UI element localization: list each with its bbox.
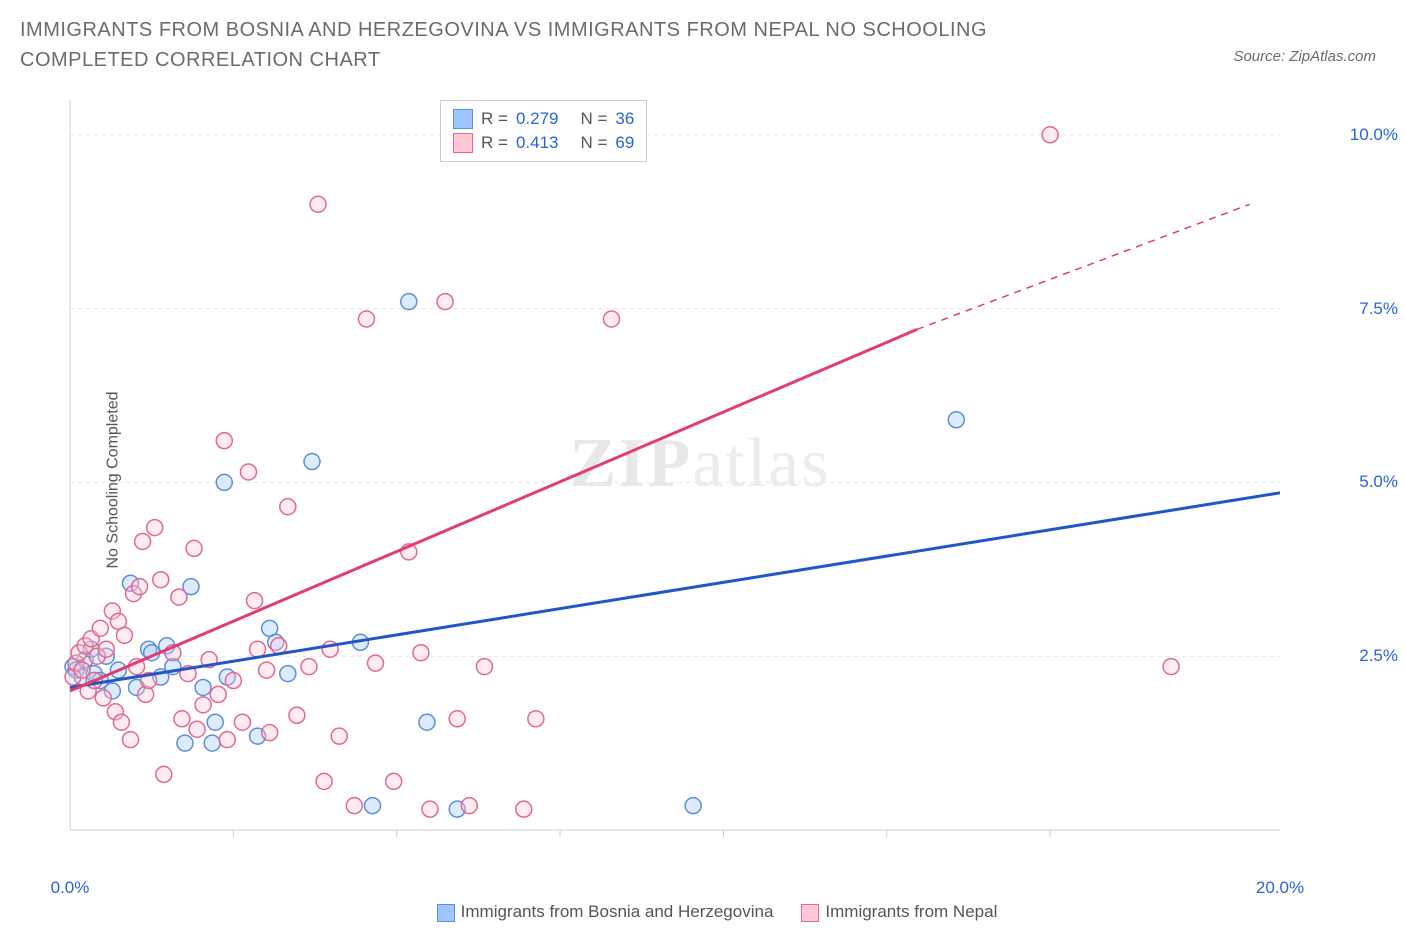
chart-title: IMMIGRANTS FROM BOSNIA AND HERZEGOVINA V… [0,0,1100,80]
correlation-legend: R = 0.279N = 36R = 0.413N = 69 [440,100,647,162]
y-tick-label: 2.5% [1359,646,1398,666]
x-tick-label: 0.0% [51,878,90,898]
source-credit: Source: ZipAtlas.com [1233,48,1376,65]
legend-label: Immigrants from Bosnia and Herzegovina [461,902,774,921]
chart-area: ZIPatlas No Schooling Completed 2.5%5.0%… [60,90,1340,870]
x-tick-label: 20.0% [1256,878,1304,898]
scatter-plot [60,90,1340,870]
series-legend: Immigrants from Bosnia and Herzegovina Im… [0,902,1406,922]
y-tick-label: 10.0% [1350,125,1398,145]
y-tick-label: 5.0% [1359,472,1398,492]
legend-label: Immigrants from Nepal [825,902,997,921]
y-tick-label: 7.5% [1359,299,1398,319]
